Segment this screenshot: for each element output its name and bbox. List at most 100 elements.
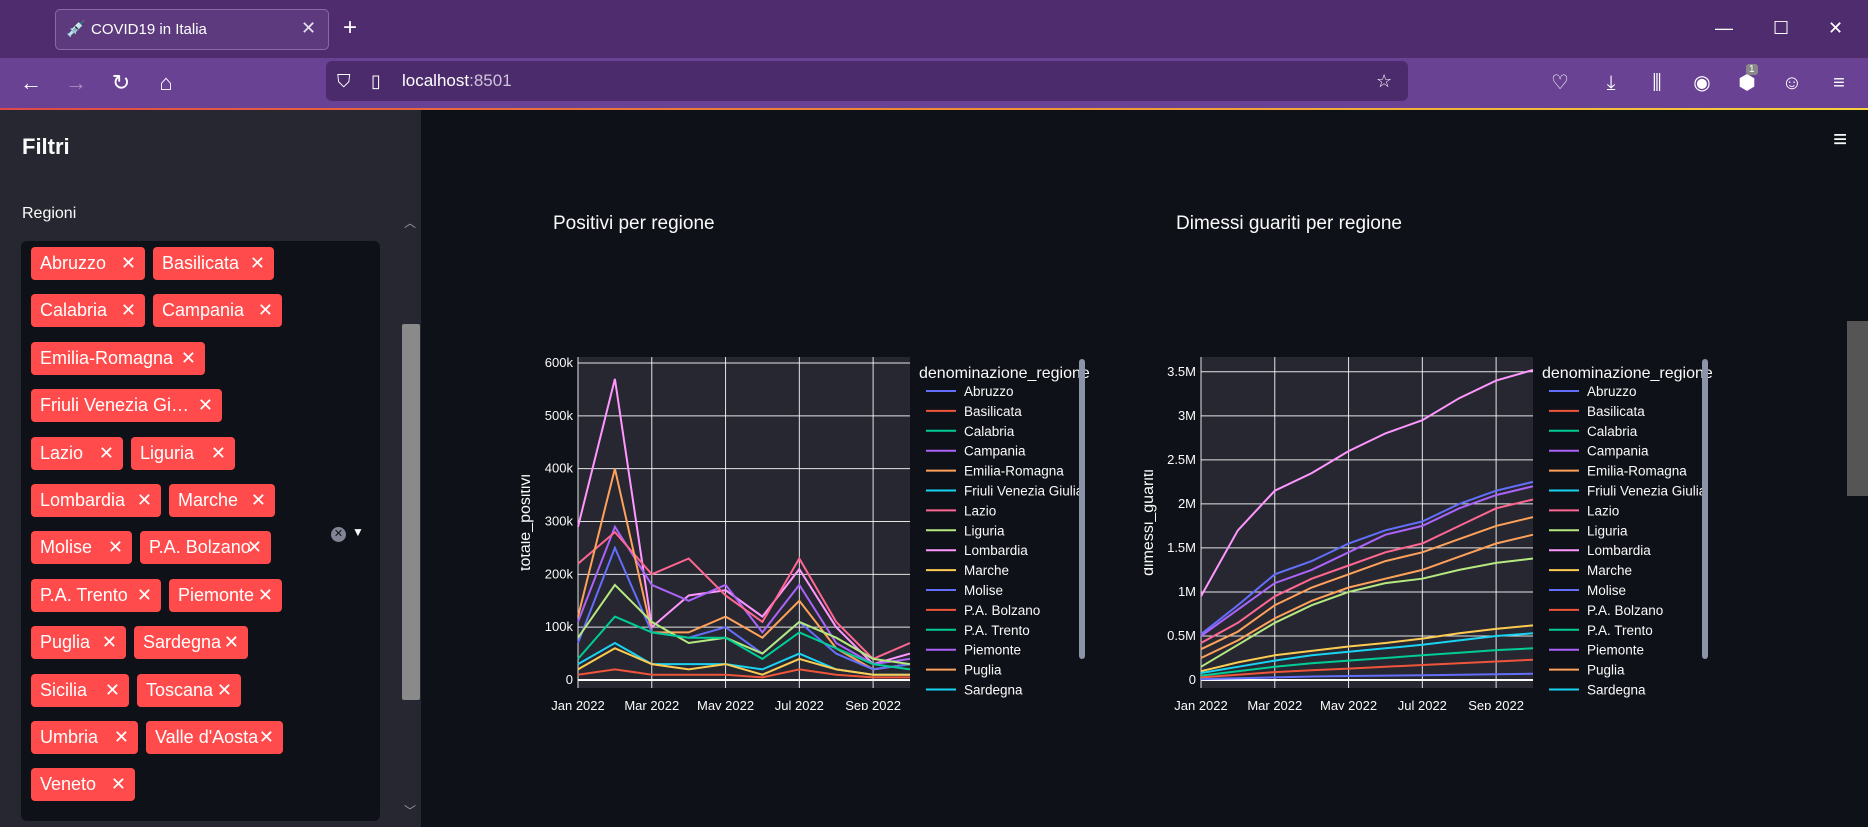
remove-region-icon[interactable]: ✕ (120, 253, 136, 273)
remove-region-icon[interactable]: ✕ (136, 490, 152, 510)
region-chip[interactable]: Valle d'Aosta ✕ (146, 721, 283, 754)
new-tab-icon[interactable]: + (343, 14, 358, 41)
nav-toolbar: ← → ↻ ⌂ ⛉ ▯ localhost:8501 ☆ ♡ ⤓ ⫼ ◉ ⬢ 1… (0, 58, 1868, 108)
library-icon[interactable]: ⫼ (1652, 72, 1662, 94)
clear-all-icon[interactable]: ✕ (331, 527, 346, 542)
shield-icon[interactable]: ⛉ (337, 71, 351, 91)
y-tick-label: 0 (566, 672, 573, 687)
region-chip[interactable]: Molise ✕ (31, 531, 132, 565)
sidebar-scrollbar[interactable]: ︿ ﹀ (400, 214, 421, 827)
close-tab-icon[interactable]: ✕ (301, 18, 317, 38)
region-chip[interactable]: Marche ✕ (169, 484, 275, 517)
remove-region-icon[interactable]: ✕ (107, 537, 123, 558)
region-chip[interactable]: Veneto ✕ (31, 768, 135, 802)
region-chip[interactable]: Friuli Venezia Gi… ✕ (31, 389, 222, 423)
y-tick-label: 2M (1178, 496, 1196, 511)
remove-region-icon[interactable]: ✕ (249, 253, 265, 273)
remove-region-icon[interactable]: ✕ (246, 537, 262, 558)
legend-label: Marche (964, 563, 1009, 578)
region-chip[interactable]: Emilia-Romagna ✕ (31, 341, 205, 375)
page-icon: ▯ (371, 71, 381, 91)
region-chip[interactable]: P.A. Trento ✕ (31, 578, 161, 612)
region-chip-label: Basilicata (162, 253, 240, 273)
region-chip[interactable]: Piemonte ✕ (169, 578, 282, 612)
region-chip[interactable]: Sicilia ✕ (31, 673, 129, 707)
legend-label: Basilicata (964, 404, 1022, 419)
remove-region-icon[interactable]: ✕ (257, 300, 273, 321)
remove-region-icon[interactable]: ✕ (98, 442, 114, 463)
ublock-icon[interactable]: ⬢ (1738, 72, 1756, 94)
remove-region-icon[interactable]: ✕ (180, 347, 196, 368)
region-chip[interactable]: Basilicata ✕ (153, 247, 274, 280)
extension-icon[interactable]: ◉ (1693, 72, 1711, 94)
y-axis-title: totale_positivi (521, 474, 534, 571)
remove-region-icon[interactable]: ✕ (257, 584, 273, 605)
region-chip-label: Umbria (40, 727, 99, 747)
region-chip[interactable]: Lazio ✕ (31, 436, 123, 470)
remove-region-icon[interactable]: ✕ (110, 774, 126, 795)
remove-region-icon[interactable]: ✕ (216, 679, 232, 700)
region-chip-label: P.A. Bolzano (149, 537, 251, 558)
remove-region-icon[interactable]: ✕ (197, 395, 213, 416)
app-menu-icon[interactable]: ≡ (1833, 126, 1848, 153)
main-scrollbar[interactable] (1847, 321, 1868, 496)
back-icon[interactable]: ← (20, 70, 42, 95)
remove-region-icon[interactable]: ✕ (250, 490, 266, 510)
region-chip[interactable]: Calabria ✕ (31, 294, 145, 328)
profile-avatar-icon[interactable]: ☺ (1781, 72, 1803, 94)
url-text[interactable]: localhost:8501 (402, 71, 512, 91)
region-chip-label: Puglia (40, 632, 91, 653)
scroll-down-icon[interactable]: ﹀ (404, 804, 417, 818)
close-window-icon[interactable]: ✕ (1828, 18, 1844, 38)
chevron-down-icon[interactable]: ▼ (352, 525, 364, 539)
legend-label: Puglia (1587, 663, 1625, 678)
region-chip[interactable]: Lombardia ✕ (31, 484, 161, 517)
region-chip[interactable]: Umbria ✕ (31, 721, 138, 754)
pocket-icon[interactable]: ♡ (1551, 72, 1569, 94)
region-chip[interactable]: Sardegna ✕ (134, 626, 248, 660)
region-chip-label: Sardegna (143, 632, 222, 653)
series-line (1200, 485, 1534, 637)
remove-region-icon[interactable]: ✕ (136, 584, 152, 605)
region-chip[interactable]: P.A. Bolzano ✕ (140, 531, 271, 565)
browser-tab[interactable]: 💉 COVID19 in Italia ✕ (55, 9, 329, 50)
download-icon[interactable]: ⤓ (1606, 72, 1616, 94)
remove-region-icon[interactable]: ✕ (258, 727, 274, 747)
menu-icon[interactable]: ≡ (1833, 72, 1845, 94)
y-tick-label: 2.5M (1167, 452, 1196, 467)
remove-region-icon[interactable]: ✕ (120, 300, 136, 321)
title-bar: 💉 COVID19 in Italia ✕ + — ☐ ✕ (0, 0, 1868, 58)
remove-region-icon[interactable]: ✕ (210, 442, 226, 463)
scroll-up-icon[interactable]: ︿ (404, 216, 417, 230)
regions-multiselect[interactable]: Abruzzo ✕ Basilicata ✕ Calabria ✕ Campania ✕ Emi… (21, 241, 380, 821)
y-tick-label: 600k (545, 355, 574, 370)
region-chip[interactable]: Toscana ✕ (137, 673, 241, 707)
y-tick-label: 300k (545, 514, 574, 529)
y-tick-label: 100k (545, 619, 574, 634)
remove-region-icon[interactable]: ✕ (223, 632, 239, 653)
maximize-icon[interactable]: ☐ (1773, 18, 1790, 38)
remove-region-icon[interactable]: ✕ (104, 679, 120, 700)
chart-positivi: 0 100k 200k 300k 400k 500k 600k Jan 2022 Mar 202… (521, 355, 1090, 710)
legend-label: Lombardia (1587, 543, 1651, 558)
region-chip-label: Lombardia (40, 490, 126, 510)
legend-scrollbar (1702, 359, 1708, 659)
remove-region-icon[interactable]: ✕ (113, 727, 129, 747)
remove-region-icon[interactable]: ✕ (101, 632, 117, 653)
home-icon[interactable]: ⌂ (159, 70, 173, 95)
sidebar-scroll-thumb[interactable] (402, 324, 420, 700)
legend-label: Calabria (1587, 424, 1638, 439)
minimize-icon[interactable]: — (1715, 18, 1733, 38)
reload-icon[interactable]: ↻ (111, 70, 131, 95)
region-chip-label: Toscana (146, 679, 214, 700)
region-chip[interactable]: Abruzzo ✕ (31, 247, 145, 280)
url-bar[interactable]: ⛉ ▯ localhost:8501 ☆ (326, 61, 1408, 101)
legend-label: Molise (1587, 583, 1626, 598)
forward-icon[interactable]: → (65, 70, 87, 95)
region-chip[interactable]: Liguria ✕ (131, 436, 235, 470)
region-chip[interactable]: Puglia ✕ (31, 626, 126, 660)
bookmark-star-icon[interactable]: ☆ (1376, 71, 1393, 91)
region-chip[interactable]: Campania ✕ (153, 294, 282, 328)
legend-label: Marche (1587, 563, 1632, 578)
region-chip-label: Liguria (140, 442, 195, 463)
